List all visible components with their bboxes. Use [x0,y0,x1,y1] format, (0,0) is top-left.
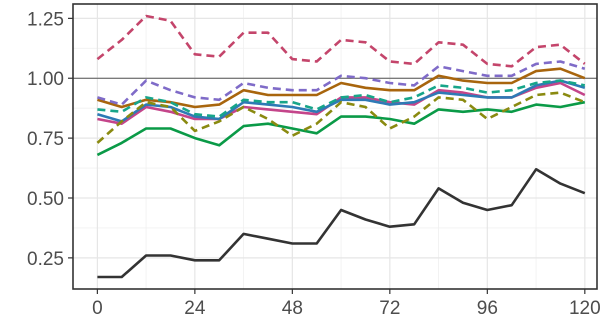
x-tick-label: 24 [184,298,206,319]
series-line-1 [97,168,586,279]
tick-labels: 0 24 48 72 96 120 0.25 0.50 0.75 1.00 1.25 [27,9,601,319]
axis-ticks [68,17,586,294]
series-line-7 [97,60,586,106]
x-tick-label: 48 [282,298,303,319]
y-tick-label: 0.25 [27,249,64,270]
x-tick-label: 0 [92,298,103,319]
y-tick-label: 1.25 [27,9,64,30]
major-grid [73,4,597,289]
series-line-5 [97,79,586,123]
y-tick-label: 0.50 [27,189,64,210]
series-lines [96,14,586,279]
plot-border [72,3,598,290]
series-line-3 [97,67,586,109]
x-tick-label: 96 [477,298,498,319]
series-line-8 [97,79,586,118]
y-tick-label: 0.75 [27,129,64,150]
minor-grid [73,4,597,289]
y-tick-label: 1.00 [27,69,64,90]
x-tick-label: 120 [569,298,601,319]
series-line-9 [96,91,586,144]
x-tick-label: 72 [379,298,400,319]
